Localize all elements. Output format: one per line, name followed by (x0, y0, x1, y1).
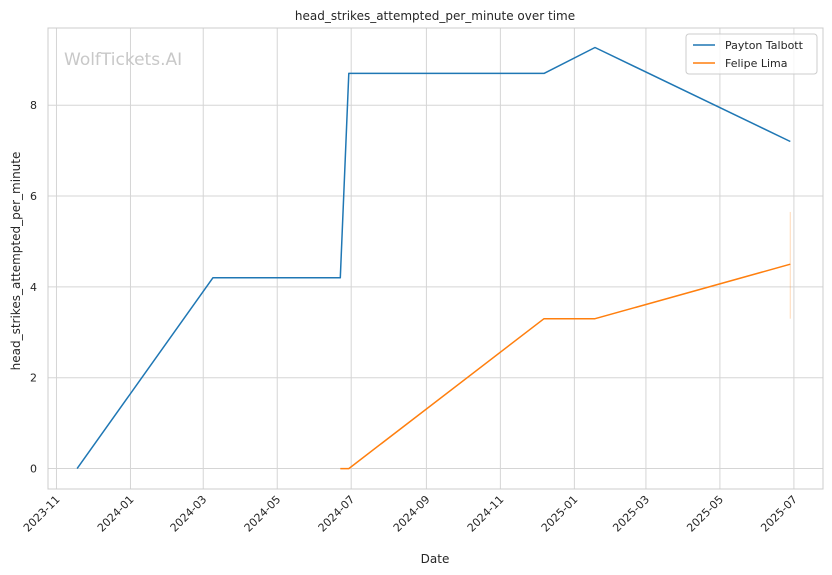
x-tick-label: 2025-05 (684, 493, 726, 535)
x-tick-label: 2024-11 (465, 493, 507, 535)
chart-title: head_strikes_attempted_per_minute over t… (295, 9, 575, 23)
x-tick-label: 2024-03 (168, 493, 210, 535)
legend-box (685, 33, 818, 75)
y-tick-label: 8 (30, 99, 37, 112)
x-tick-label: 2024-01 (95, 493, 137, 535)
x-axis-label: Date (421, 552, 450, 566)
x-tick-label: 2023-11 (21, 493, 63, 535)
x-tick-label: 2025-03 (610, 493, 652, 535)
legend: Payton Talbott Felipe Lima (685, 33, 818, 75)
x-tick-label: 2024-05 (242, 493, 284, 535)
y-tick-label: 6 (30, 190, 37, 203)
x-ticks: 2023-11 2024-01 2024-03 2024-05 2024-07 2024-… (21, 493, 800, 535)
watermark: WolfTickets.AI (64, 50, 182, 70)
x-tick-label: 2025-01 (539, 493, 581, 535)
y-tick-label: 4 (30, 281, 37, 294)
y-tick-label: 2 (30, 372, 37, 385)
legend-label: Payton Talbott (725, 39, 804, 52)
x-tick-label: 2025-07 (758, 493, 800, 535)
y-ticks: 0 2 4 6 8 (30, 99, 37, 475)
chart-marks (76, 46, 791, 470)
grid (48, 28, 823, 489)
x-tick-label: 2024-07 (316, 493, 358, 535)
plot-frame (47, 27, 824, 490)
x-tick-label: 2024-09 (391, 493, 433, 535)
y-tick-label: 0 (30, 463, 37, 476)
legend-label: Felipe Lima (725, 57, 788, 70)
y-axis-label: head_strikes_attempted_per_minute (9, 152, 23, 371)
series-line-0 (76, 46, 791, 470)
series-line-1 (340, 263, 791, 470)
